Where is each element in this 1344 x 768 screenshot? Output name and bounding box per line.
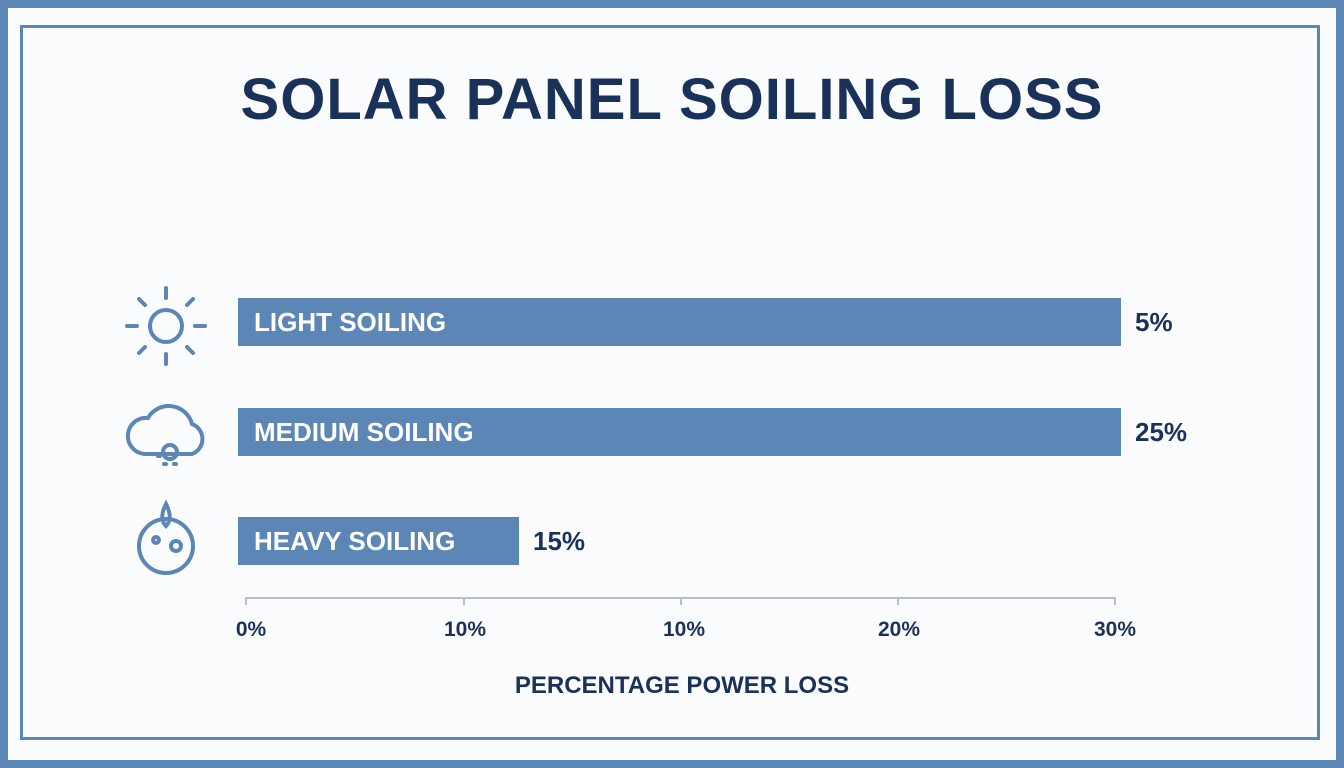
x-tick <box>245 597 247 605</box>
x-tick-label: 0% <box>235 618 267 641</box>
value-label-medium-soiling: 25% <box>1135 417 1188 447</box>
x-tick-label: 30% <box>1093 618 1137 641</box>
x-tick-label: 20% <box>877 618 921 641</box>
sun-icon <box>125 286 207 366</box>
x-axis-title: PERCENTAGE POWER LOSS <box>514 672 850 699</box>
category-label: LIGHT SOILING <box>254 307 447 337</box>
x-tick-label: 10% <box>662 618 706 641</box>
bar-light-soiling: LIGHT SOILING <box>238 298 1121 346</box>
x-tick <box>680 597 682 605</box>
x-tick <box>1114 597 1116 605</box>
x-tick <box>897 597 899 605</box>
value-label-heavy-soiling: 15% <box>533 526 586 556</box>
chart-frame <box>20 25 1320 740</box>
chart-title: SOLAR PANEL SOILING LOSS <box>240 67 1104 132</box>
bar-medium-soiling: MEDIUM SOILING <box>238 408 1121 456</box>
dirt-drop-icon <box>137 500 195 575</box>
category-label: MEDIUM SOILING <box>254 417 474 447</box>
category-label: HEAVY SOILING <box>254 526 456 556</box>
bar-heavy-soiling: HEAVY SOILING <box>238 517 519 565</box>
value-label-light-soiling: 5% <box>1135 307 1173 337</box>
cloud-dust-icon <box>125 404 205 466</box>
x-tick-label: 10% <box>443 618 487 641</box>
x-tick <box>463 597 465 605</box>
